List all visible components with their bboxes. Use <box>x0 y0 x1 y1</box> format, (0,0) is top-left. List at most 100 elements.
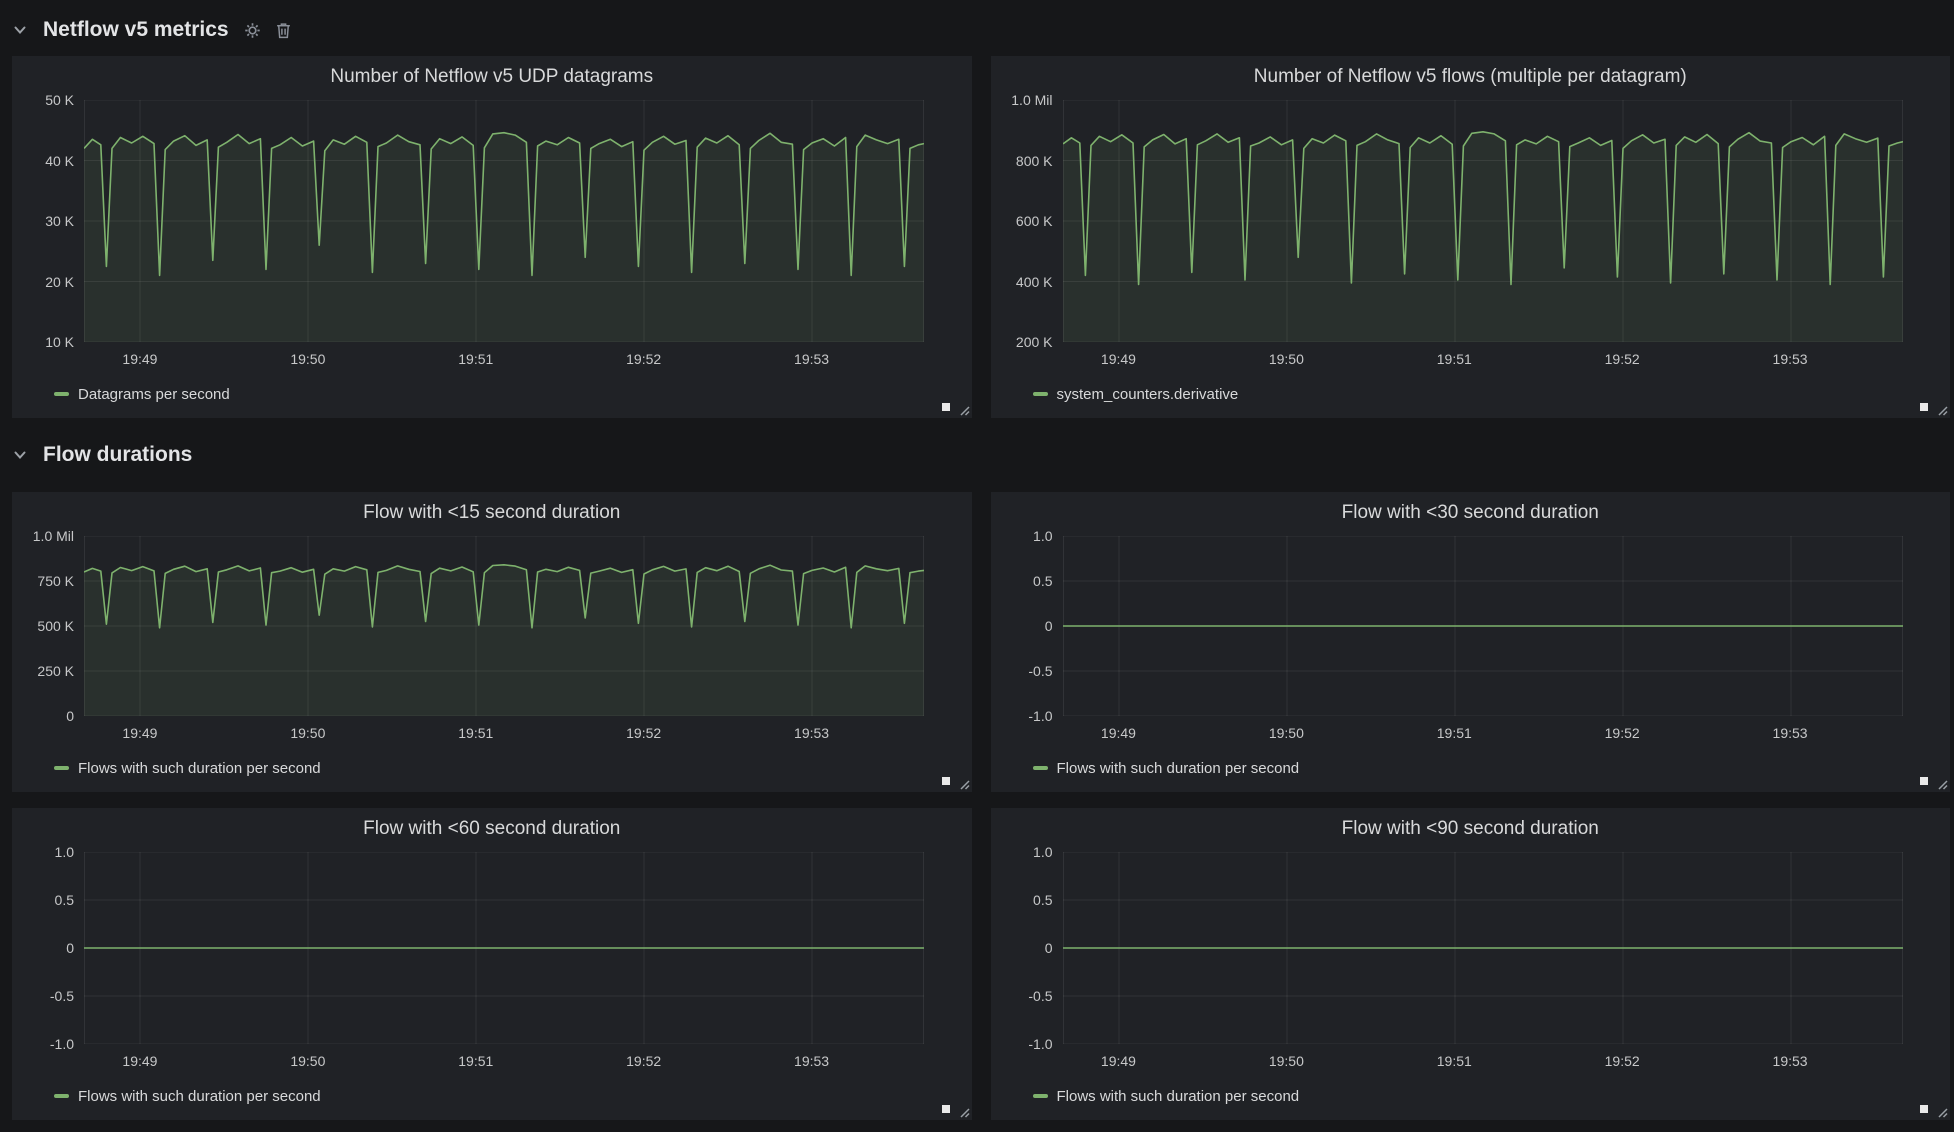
y-tick-label: -0.5 <box>49 988 74 1004</box>
y-tick-label: 200 K <box>1015 334 1053 350</box>
panel-resize-handle[interactable] <box>958 1106 970 1118</box>
y-axis: 50 K 40 K 30 K 20 K 10 K <box>12 92 84 350</box>
panel-resize-handle[interactable] <box>958 778 970 790</box>
y-tick-label: 0 <box>66 940 74 956</box>
y-tick-label: 750 K <box>37 573 74 589</box>
y-tick-label: 400 K <box>1015 273 1053 290</box>
panel-flow-lt15s: Flow with <15 second duration 1.0 Mil 750… <box>12 492 972 792</box>
panel-corner-dot <box>1920 403 1928 411</box>
y-tick-label: 1.0 <box>1033 844 1053 860</box>
panel-title[interactable]: Flow with <15 second duration <box>363 502 621 523</box>
legend-series-label[interactable]: Flows with such duration per second <box>1056 759 1300 777</box>
x-tick-label: 19:49 <box>1100 351 1136 367</box>
gear-icon[interactable] <box>244 22 261 39</box>
panel-udp-datagrams: Number of Netflow v5 UDP datagrams 50 K 4… <box>12 56 972 418</box>
panel-title[interactable]: Flow with <90 second duration <box>1341 818 1599 839</box>
panel-flow-lt60s: Flow with <60 second duration 1.0 0.5 0 -0.… <box>12 808 972 1120</box>
chart-plot[interactable] <box>84 851 924 1045</box>
y-tick-label: 0.5 <box>1033 892 1053 908</box>
panel-title[interactable]: Flow with <60 second duration <box>363 818 621 839</box>
y-tick-label: 1.0 Mil <box>32 528 74 544</box>
series-line <box>83 131 925 277</box>
panel-resize-handle[interactable] <box>1936 778 1948 790</box>
trash-icon[interactable] <box>276 22 291 39</box>
panel-row-1: Number of Netflow v5 UDP datagrams 50 K 4… <box>12 56 1950 418</box>
chart-plot[interactable] <box>1062 99 1903 343</box>
panel-resize-handle[interactable] <box>958 404 970 416</box>
chart-canvas[interactable] <box>83 99 925 343</box>
chart-area: 1.0 0.5 0 -0.5 -1.0 19:49 19:50 19:51 19:52 19:5… <box>12 844 972 1078</box>
panel-legend: Flows with such duration per second <box>12 750 972 792</box>
x-tick-label: 19:53 <box>794 351 830 367</box>
chevron-down-icon <box>14 26 26 34</box>
panel-title[interactable]: Flow with <30 second duration <box>1341 502 1599 523</box>
y-axis: 1.0 0.5 0 -0.5 -1.0 <box>991 844 1063 1052</box>
x-tick-label: 19:52 <box>1604 725 1640 741</box>
legend-series-marker <box>1032 392 1048 396</box>
y-tick-label: 0.5 <box>1033 573 1053 589</box>
x-tick-label: 19:53 <box>794 1053 830 1069</box>
y-tick-label: -0.5 <box>1028 988 1053 1004</box>
panel-corner-dot <box>941 777 950 785</box>
panel-corner-dot <box>941 403 950 411</box>
x-tick-label: 19:53 <box>794 725 830 741</box>
legend-series-marker <box>54 392 69 396</box>
legend-series-marker <box>1032 1094 1048 1098</box>
y-tick-label: -1.0 <box>1028 708 1053 724</box>
panel-legend: system_counters.derivative <box>991 376 1951 418</box>
y-tick-label: 600 K <box>1015 213 1053 229</box>
panel-legend: Flows with such duration per second <box>991 1078 1951 1120</box>
series-line <box>83 563 925 629</box>
x-tick-label: 19:50 <box>1268 725 1304 741</box>
y-axis: 1.0 Mil 800 K 600 K 400 K 200 K <box>991 92 1063 350</box>
y-tick-label: 0 <box>1044 940 1053 956</box>
legend-series-marker <box>1032 766 1048 770</box>
panel-title[interactable]: Number of Netflow v5 UDP datagrams <box>330 66 654 87</box>
chart-plot[interactable] <box>1062 535 1903 717</box>
legend-series-label[interactable]: system_counters.derivative <box>1056 385 1239 403</box>
panel-flow-lt30s: Flow with <30 second duration 1.0 0.5 0 -0.… <box>990 492 1950 792</box>
panel-title[interactable]: Number of Netflow v5 flows (multiple per… <box>1253 66 1687 87</box>
legend-series-label[interactable]: Flows with such duration per second <box>78 759 321 777</box>
x-tick-label: 19:49 <box>122 351 158 367</box>
y-tick-label: 40 K <box>45 152 74 169</box>
chart-canvas[interactable] <box>84 851 924 1045</box>
x-axis: 19:49 19:50 19:51 19:52 19:53 <box>84 1044 924 1078</box>
chart-canvas[interactable] <box>83 535 925 717</box>
x-tick-label: 19:49 <box>1100 1053 1136 1069</box>
section-title[interactable]: Flow durations <box>43 443 193 466</box>
chart-plot[interactable] <box>83 99 925 343</box>
x-tick-label: 19:51 <box>1436 1053 1472 1069</box>
legend-series-label[interactable]: Datagrams per second <box>78 385 230 403</box>
legend-series-label[interactable]: Flows with such duration per second <box>78 1087 321 1105</box>
y-tick-label: 1.0 <box>1033 528 1053 544</box>
x-tick-label: 19:50 <box>290 351 326 367</box>
y-tick-label: -0.5 <box>1028 663 1053 679</box>
legend-series-marker <box>54 766 69 770</box>
chart-canvas[interactable] <box>1062 535 1903 717</box>
x-tick-label: 19:52 <box>626 725 662 741</box>
panel-row-2: Flow with <15 second duration 1.0 Mil 750… <box>12 492 1950 792</box>
panel-resize-handle[interactable] <box>1936 404 1948 416</box>
y-tick-label: 10 K <box>45 334 74 350</box>
chart-area: 1.0 Mil 800 K 600 K 400 K 200 K 19:49 19:50 19… <box>991 92 1951 376</box>
chart-canvas[interactable] <box>1062 99 1903 343</box>
panel-resize-handle[interactable] <box>1936 1106 1948 1118</box>
x-tick-label: 19:49 <box>122 725 158 741</box>
x-tick-label: 19:51 <box>458 725 494 741</box>
series-area <box>84 564 924 716</box>
y-tick-label: 800 K <box>1015 152 1053 169</box>
section-header-flow-durations[interactable]: Flow durations <box>12 418 1950 492</box>
chart-plot[interactable] <box>83 535 925 717</box>
chart-plot[interactable] <box>1062 851 1903 1045</box>
chevron-down-icon <box>14 451 26 459</box>
chart-canvas[interactable] <box>1062 851 1903 1045</box>
panel-legend: Datagrams per second <box>12 376 972 418</box>
section-header-netflow-v5-metrics[interactable]: Netflow v5 metrics <box>12 4 1950 56</box>
section-title[interactable]: Netflow v5 metrics <box>43 18 229 41</box>
x-tick-label: 19:51 <box>458 351 494 367</box>
legend-series-label[interactable]: Flows with such duration per second <box>1056 1087 1300 1105</box>
y-tick-label: -1.0 <box>1028 1036 1053 1052</box>
